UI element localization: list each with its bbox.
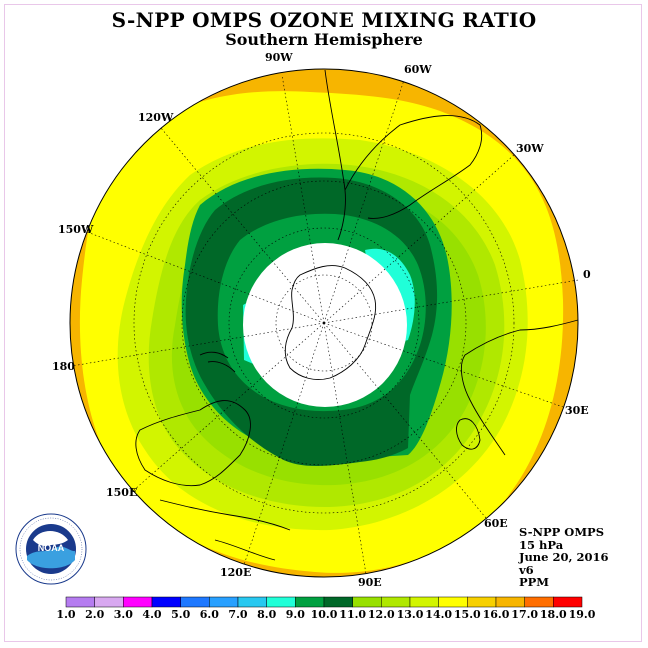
colorbar-tick-label: 19.0 (569, 608, 596, 621)
colorbar-swatch (409, 596, 439, 608)
coastline-africa (460, 319, 579, 456)
no-data-hole (243, 243, 407, 407)
info-panel: S-NPP OMPS 15 hPa June 20, 2016 v6 PPM (519, 526, 609, 589)
colorbar-swatch (94, 596, 124, 608)
colorbar-swatch (323, 596, 353, 608)
map-title: S-NPP OMPS OZONE MIXING RATIO (111, 8, 537, 32)
colorbar-swatch (151, 596, 181, 608)
longitude-labels: 90W 60W 120W 30W 150W 0 180 30E 150E 60E… (52, 51, 591, 589)
colorbar-tick-label: 5.0 (171, 608, 190, 621)
lon-label: 90W (265, 51, 293, 64)
lon-label: 120E (220, 566, 251, 579)
coastline-antarctica (284, 265, 377, 380)
colorbar-tick-label: 14.0 (425, 608, 452, 621)
info-line: S-NPP OMPS (519, 525, 605, 539)
lon-label: 120W (138, 111, 174, 124)
lon-label: 180 (52, 360, 75, 373)
colorbar-swatch (123, 596, 153, 608)
lon-label: 90E (358, 576, 382, 589)
lon-label: 30W (516, 142, 544, 155)
lon-label: 150W (58, 223, 94, 236)
lon-label: 150E (106, 486, 137, 499)
colorbar-tick-label: 2.0 (85, 608, 104, 621)
colorbar-tick-label: 6.0 (200, 608, 219, 621)
colorbar (65, 596, 583, 608)
graticule (71, 74, 579, 575)
lon-label: 30E (565, 404, 589, 417)
info-line: v6 (519, 562, 534, 577)
colorbar-swatch (295, 596, 325, 608)
figure-frame (4, 4, 642, 642)
noaa-logo-text: NOAA (38, 543, 65, 553)
info-line: PPM (519, 575, 550, 590)
colorbar-tick-label: 15.0 (454, 608, 481, 621)
noaa-logo: NOAA (15, 513, 87, 585)
colorbar-tick-label: 4.0 (142, 608, 161, 621)
colorbar-swatch (524, 596, 554, 608)
colorbar-swatch (495, 596, 525, 608)
colorbar-ticks: 1.0 2.0 3.0 4.0 5.0 6.0 7.0 8.0 9.0 10.0 11.0 12.0 1… (56, 608, 595, 621)
colorbar-tick-label: 9.0 (286, 608, 305, 621)
colorbar-tick-label: 3.0 (114, 608, 133, 621)
colorbar-swatch (553, 596, 583, 608)
coastlines (135, 69, 579, 561)
lon-label: 0 (583, 268, 591, 281)
colorbar-tick-label: 17.0 (511, 608, 538, 621)
map-subtitle: Southern Hemisphere (225, 30, 423, 49)
colorbar-tick-label: 1.0 (56, 608, 75, 621)
lon-label: 60E (484, 517, 508, 530)
info-line: June 20, 2016 (519, 550, 609, 565)
colorbar-swatch (352, 596, 382, 608)
colorbar-tick-label: 18.0 (540, 608, 567, 621)
colorbar-tick-label: 16.0 (483, 608, 510, 621)
colorbar-swatch (381, 596, 411, 608)
colorbar-tick-label: 8.0 (257, 608, 276, 621)
colorbar-swatch (467, 596, 497, 608)
colorbar-swatch (266, 596, 296, 608)
coastline-madagascar (456, 418, 481, 450)
colorbar-swatch (180, 596, 210, 608)
map-border (69, 68, 579, 578)
colorbar-swatch (438, 596, 468, 608)
lon-label: 60W (404, 63, 432, 76)
info-line: 15 hPa (519, 537, 564, 552)
colorbar-tick-label: 12.0 (368, 608, 395, 621)
colorbar-tick-label: 7.0 (228, 608, 247, 621)
colorbar-tick-label: 10.0 (311, 608, 338, 621)
coastline-new-zealand (199, 351, 236, 373)
colorbar-swatch (237, 596, 267, 608)
coastline-indonesia (159, 499, 291, 561)
colorbar-swatch (65, 596, 95, 608)
colorbar-tick-label: 13.0 (397, 608, 424, 621)
colorbar-tick-label: 11.0 (339, 608, 366, 621)
coastline-australia (135, 400, 251, 487)
colorbar-swatch (209, 596, 239, 608)
coastline-south-america (324, 69, 483, 241)
